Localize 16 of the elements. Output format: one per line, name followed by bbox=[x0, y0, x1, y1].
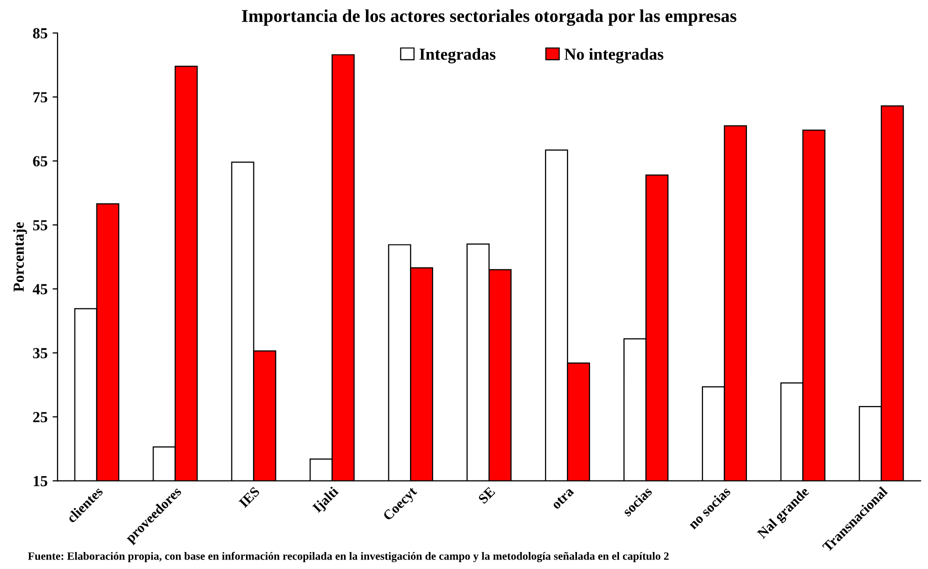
y-tick-label: 15 bbox=[34, 476, 48, 486]
y-tick-label: 75 bbox=[33, 92, 48, 102]
y-tick-label: 55 bbox=[33, 220, 48, 230]
y-tick-label: 25 bbox=[33, 412, 48, 422]
legend-label: No integradas bbox=[564, 48, 664, 64]
x-tick-label: IES bbox=[238, 486, 260, 508]
x-tick-label: otra bbox=[552, 487, 574, 510]
legend-label: Integradas bbox=[420, 48, 496, 64]
y-tick-label: 65 bbox=[33, 156, 48, 166]
x-tick-label: SE bbox=[478, 486, 496, 504]
y-tick-label: 85 bbox=[33, 28, 48, 38]
source-note: Fuente: Elaboración propia, con base en información recopilada en la investigación de campo y la metodología señalada en el capítulo 2 bbox=[28, 552, 669, 562]
chart-title: Importancia de los actores sectoriales otorgada por las empresas bbox=[242, 9, 736, 26]
y-tick-label: 45 bbox=[32, 284, 48, 294]
y-tick-label: 35 bbox=[33, 348, 48, 358]
y-axis-title: Porcentaje bbox=[13, 222, 27, 292]
